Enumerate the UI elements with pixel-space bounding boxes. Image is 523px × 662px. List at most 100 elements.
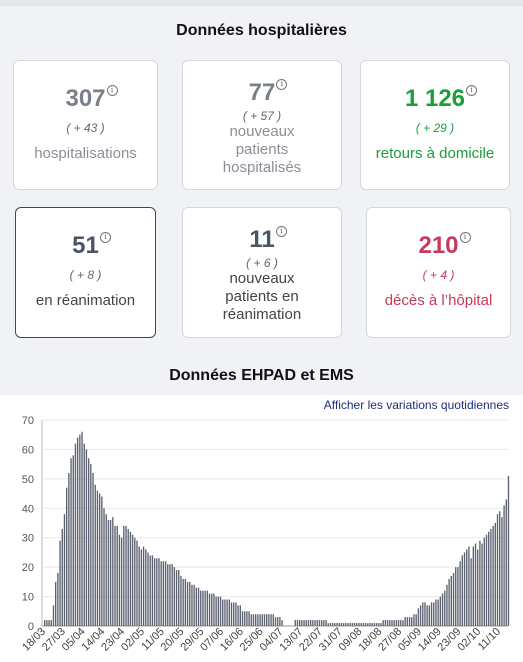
bar: [470, 558, 472, 626]
ehpad-bar-chart: 01020304050607018/0327/0305/0414/0423/04…: [20, 415, 510, 654]
bar: [499, 511, 501, 626]
card-value: 51 i: [72, 232, 111, 260]
card-variation: ( + 8 ): [69, 268, 102, 282]
bar: [340, 623, 343, 626]
bar: [211, 593, 213, 626]
bar: [125, 525, 127, 626]
bar: [156, 558, 158, 626]
bar: [351, 623, 354, 626]
card-variation: ( + 4 ): [422, 268, 455, 282]
bar: [208, 593, 211, 626]
card-home-returns[interactable]: 1 126 i ( + 29 ) retours à domicile: [360, 60, 510, 190]
bar: [65, 487, 68, 626]
bar: [96, 490, 99, 626]
bar: [382, 620, 384, 626]
card-value: 307 i: [65, 85, 118, 113]
bar: [345, 623, 347, 626]
bar: [46, 620, 48, 626]
bar: [226, 599, 228, 626]
card-new-hospitalized[interactable]: 77 i ( + 57 ) nouveaux patients hospitali…: [182, 60, 342, 190]
bar: [430, 602, 433, 626]
bar: [127, 528, 129, 626]
bar: [459, 561, 461, 626]
bar: [189, 581, 191, 626]
bar: [318, 620, 321, 626]
bar: [483, 537, 485, 626]
bar: [347, 623, 349, 626]
bar: [261, 614, 263, 626]
bar: [389, 620, 391, 626]
y-tick-label: 30: [22, 533, 34, 545]
bar: [222, 599, 224, 626]
bar: [239, 605, 241, 626]
bar: [384, 620, 387, 626]
bar: [272, 614, 274, 626]
bar: [325, 620, 327, 626]
info-icon[interactable]: i: [459, 232, 471, 243]
card-reanimation[interactable]: 51 i ( + 8 ) en réanimation: [15, 207, 156, 338]
daily-variations-toggle[interactable]: Afficher les variations quotidiennes: [323, 398, 509, 412]
bar: [309, 620, 312, 626]
bar: [490, 528, 492, 626]
bar: [217, 596, 220, 626]
bar: [444, 590, 446, 626]
bar: [455, 567, 457, 626]
bar: [59, 540, 61, 626]
card-hospital-deaths[interactable]: 210 i ( + 4 ) décès à l’hôpital: [366, 207, 511, 338]
bar: [57, 573, 59, 626]
bar: [224, 599, 226, 626]
bar: [369, 623, 371, 626]
card-label: retours à domicile: [375, 145, 495, 162]
bar: [184, 578, 187, 626]
bar: [503, 505, 505, 626]
info-icon[interactable]: i: [106, 85, 118, 96]
bar: [228, 599, 230, 626]
info-icon[interactable]: i: [466, 85, 478, 96]
bar: [294, 620, 296, 626]
bar: [147, 552, 149, 626]
bar: [479, 540, 481, 626]
bar: [72, 455, 74, 626]
card-variation: ( + 29 ): [415, 121, 455, 135]
bar: [307, 620, 310, 626]
card-variation: ( + 57 ): [242, 109, 282, 123]
bar: [171, 564, 173, 626]
y-tick-label: 70: [22, 415, 34, 427]
bar: [109, 520, 112, 626]
bar: [485, 534, 488, 626]
info-icon[interactable]: i: [276, 79, 288, 90]
bar: [230, 602, 233, 626]
bar: [428, 605, 431, 626]
card-new-reanimation[interactable]: 11 i ( + 6 ) nouveaux patients en réanima…: [182, 207, 342, 338]
bar: [422, 602, 424, 626]
bar: [488, 531, 490, 626]
bar: [279, 617, 281, 626]
bar: [393, 620, 395, 626]
bar: [268, 614, 270, 626]
bar: [353, 623, 356, 626]
bar: [54, 581, 57, 626]
bar: [375, 623, 378, 626]
card-label: décès à l’hôpital: [384, 292, 493, 309]
bar: [362, 623, 365, 626]
bar: [193, 584, 195, 626]
bar: [314, 620, 316, 626]
bar: [103, 508, 105, 626]
y-tick-label: 0: [28, 621, 34, 633]
bar: [457, 567, 459, 626]
bar: [149, 555, 151, 626]
bar: [439, 596, 442, 626]
card-label: nouveaux patients hospitalisés: [222, 123, 302, 176]
y-tick-label: 50: [22, 474, 34, 486]
bar: [501, 517, 503, 626]
bar: [327, 623, 329, 626]
info-icon[interactable]: i: [99, 232, 111, 243]
bar: [320, 620, 323, 626]
card-value: 210 i: [418, 232, 471, 260]
hospital-data-section: Données hospitalières 307 i ( + 43 ) hosp…: [0, 0, 523, 353]
card-hospitalisations[interactable]: 307 i ( + 43 ) hospitalisations: [13, 60, 158, 190]
bar: [68, 472, 70, 626]
bar: [301, 620, 303, 626]
bar: [441, 593, 444, 626]
info-icon[interactable]: i: [275, 226, 287, 237]
